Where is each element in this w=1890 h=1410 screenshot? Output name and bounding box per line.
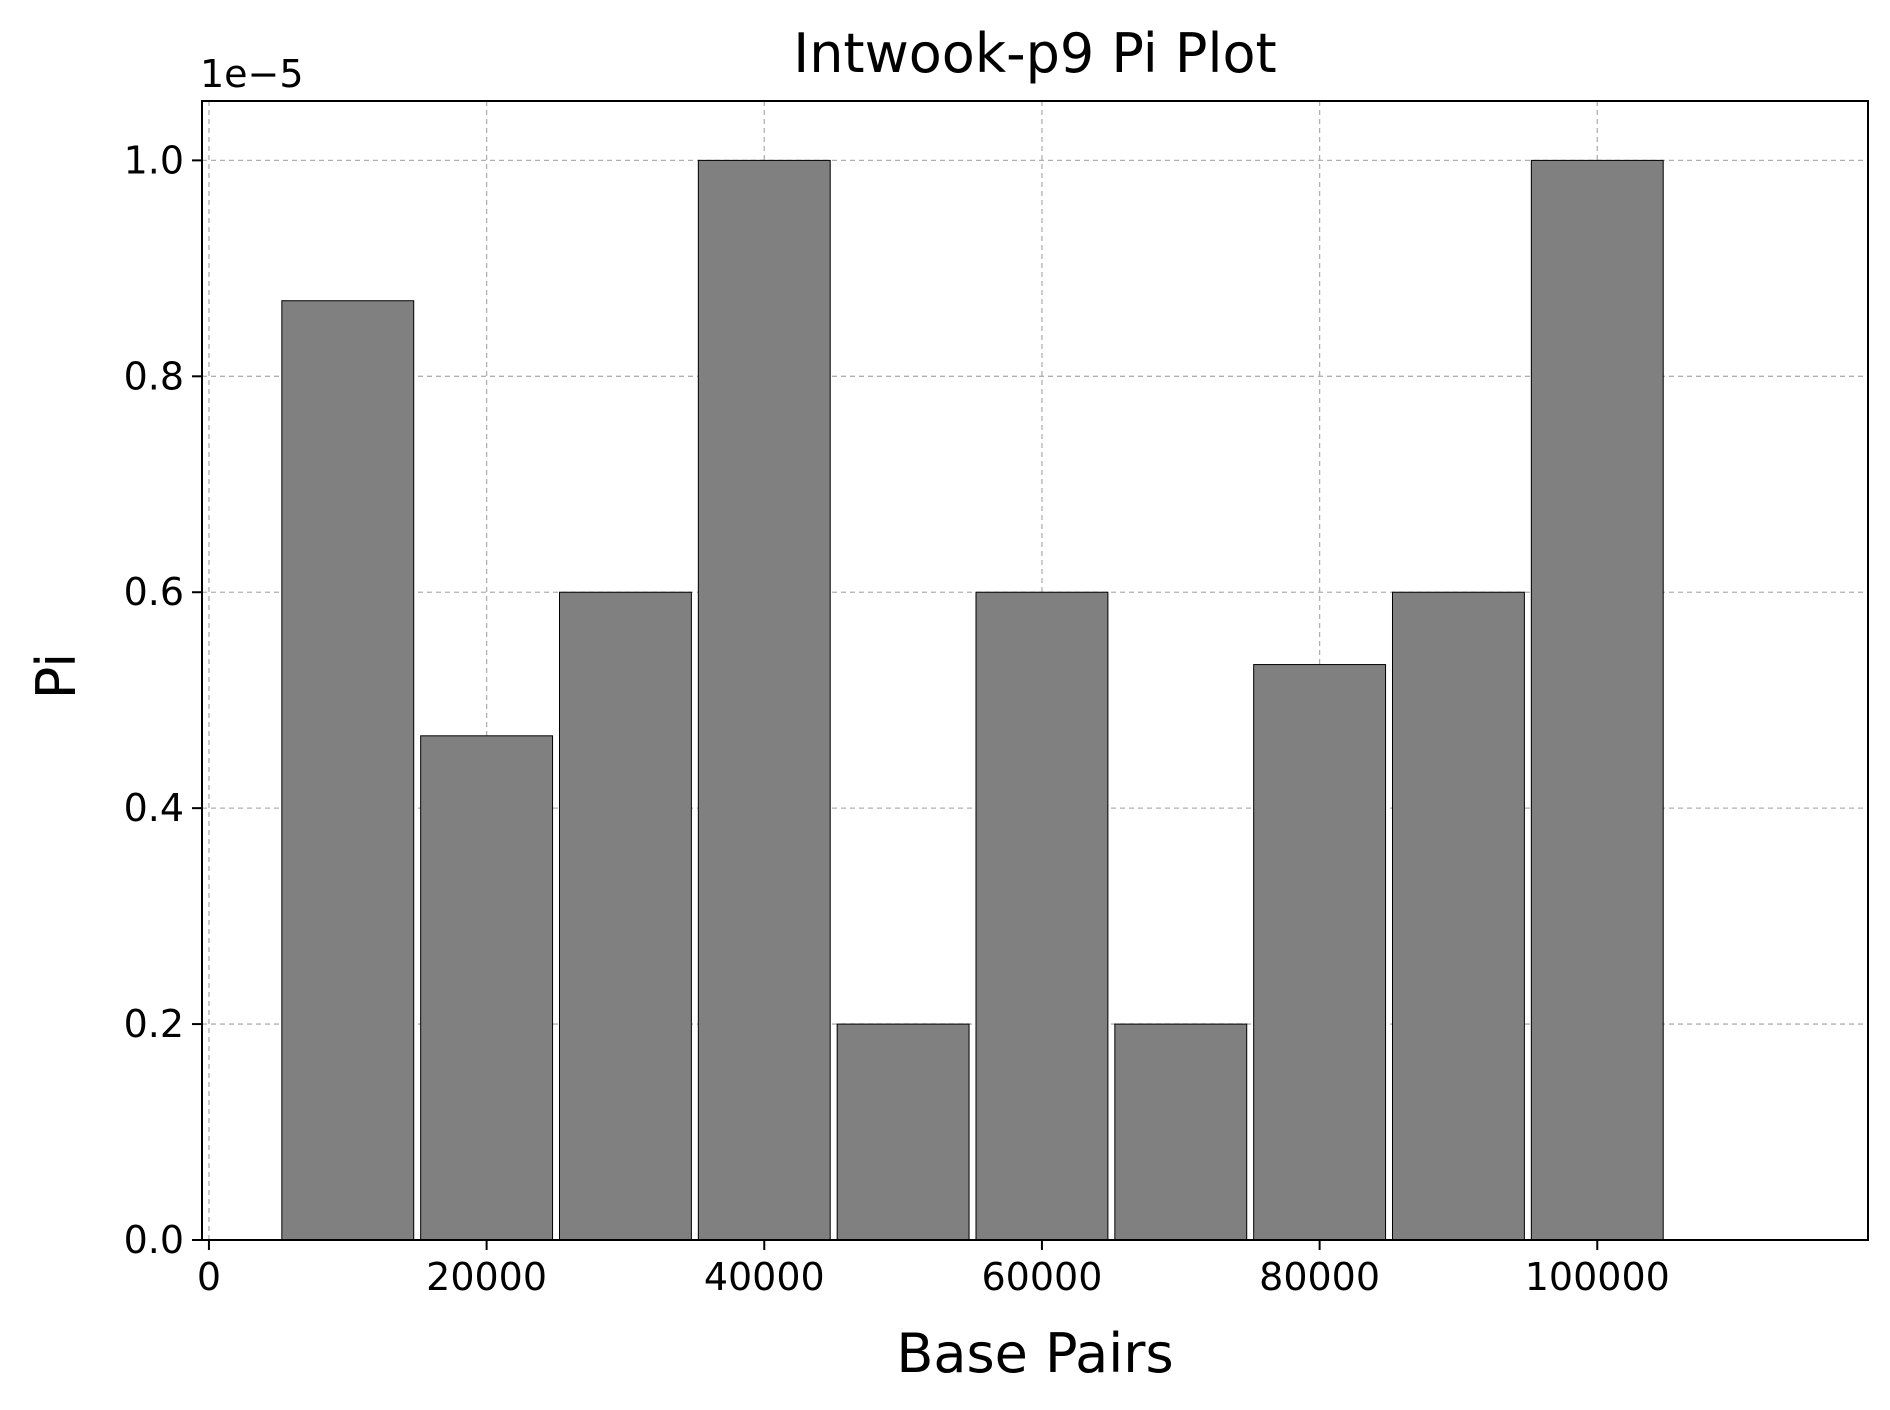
x-tick-label: 20000 [426, 1255, 547, 1299]
x-tick-label: 80000 [1259, 1255, 1380, 1299]
y-tick-label: 0.6 [124, 570, 184, 614]
y-axis-offset-label: 1e−5 [200, 52, 304, 96]
chart-title: Intwook-p9 Pi Plot [793, 22, 1276, 85]
bar [975, 591, 1109, 1241]
bar [1391, 591, 1525, 1241]
x-tick-label: 0 [197, 1255, 221, 1299]
bar [281, 300, 415, 1241]
y-tick-label: 0.4 [124, 786, 184, 830]
bar [1253, 664, 1387, 1241]
y-axis-ticks: 0.0 0.2 0.4 0.6 0.8 1.0 [124, 138, 202, 1262]
x-tick-label: 60000 [981, 1255, 1102, 1299]
y-tick-label: 1.0 [124, 138, 184, 182]
x-axis-title: Base Pairs [896, 1322, 1173, 1385]
bar [697, 159, 831, 1241]
x-axis-ticks: 0 20000 40000 60000 80000 100000 [197, 1240, 1670, 1299]
y-tick-label: 0.8 [124, 354, 184, 398]
bar [1114, 1023, 1248, 1241]
y-tick-label: 0.2 [124, 1002, 184, 1046]
bar [1530, 159, 1664, 1241]
plot-frame [201, 100, 1869, 1241]
bar [836, 1023, 970, 1241]
y-tick-label: 0.0 [124, 1218, 184, 1262]
bars [281, 159, 1664, 1241]
y-axis-title: Pi [25, 653, 88, 699]
x-tick-label: 100000 [1525, 1255, 1670, 1299]
bar [420, 735, 554, 1241]
bar [558, 591, 692, 1241]
x-tick-label: 40000 [704, 1255, 825, 1299]
